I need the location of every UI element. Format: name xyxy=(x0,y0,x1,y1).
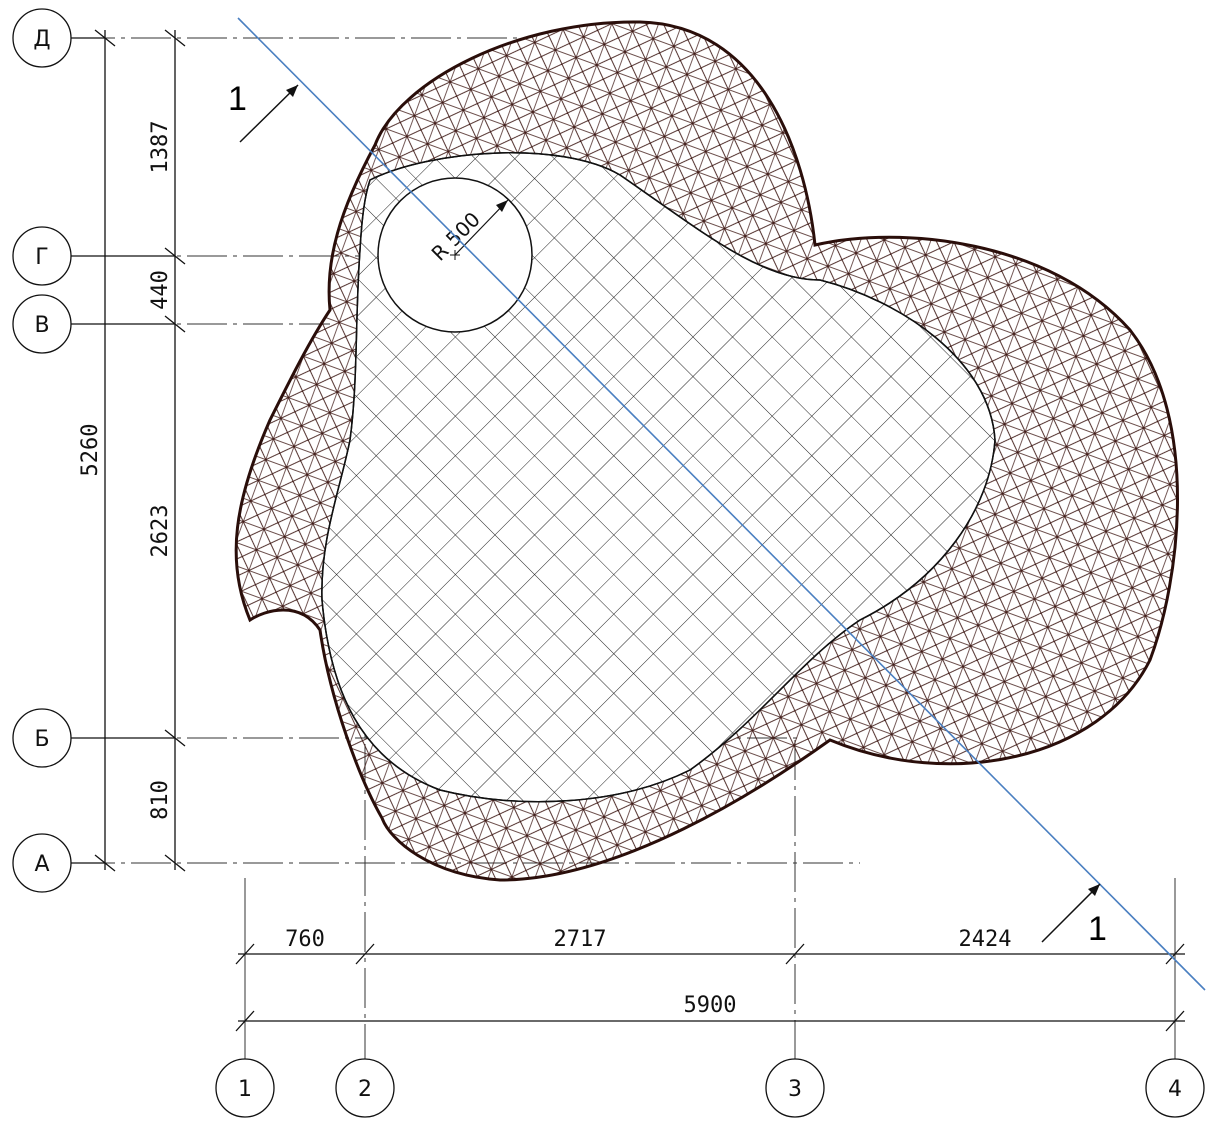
axis-row-v: В xyxy=(34,313,49,338)
axis-row-d: Д xyxy=(33,27,50,52)
axis-col-1: 1 xyxy=(238,1077,252,1102)
radius-circle: R 500 xyxy=(377,177,533,333)
axis-row-b: Б xyxy=(34,727,49,752)
axis-row-a: А xyxy=(34,852,49,877)
axis-row-g: Г xyxy=(35,245,48,270)
dim-vertical-810: 810 xyxy=(148,780,173,820)
dim-vertical-2623: 2623 xyxy=(148,505,173,558)
dim-vertical-1387: 1387 xyxy=(148,121,173,174)
dim-vertical-440: 440 xyxy=(148,270,173,310)
section-line xyxy=(237,17,1206,991)
dim-vertical-total: 5260 xyxy=(78,424,103,477)
dim-horizontal-total: 5900 xyxy=(684,993,737,1018)
axis-col-4: 4 xyxy=(1168,1077,1182,1102)
dim-horizontal-2424: 2424 xyxy=(959,927,1012,952)
dim-horizontal-2717: 2717 xyxy=(554,927,607,952)
row-axis-bubbles xyxy=(12,8,72,893)
column-axis-bubbles xyxy=(215,1058,1205,1118)
section-mark-bottom: 1 xyxy=(1088,910,1107,948)
axis-col-3: 3 xyxy=(788,1077,802,1102)
dim-horizontal-760: 760 xyxy=(285,927,325,952)
row-axis-connectors xyxy=(71,37,175,864)
axis-col-2: 2 xyxy=(358,1077,372,1102)
horizontal-dimension-lines xyxy=(235,943,1185,1032)
section-mark-top: 1 xyxy=(228,80,247,118)
